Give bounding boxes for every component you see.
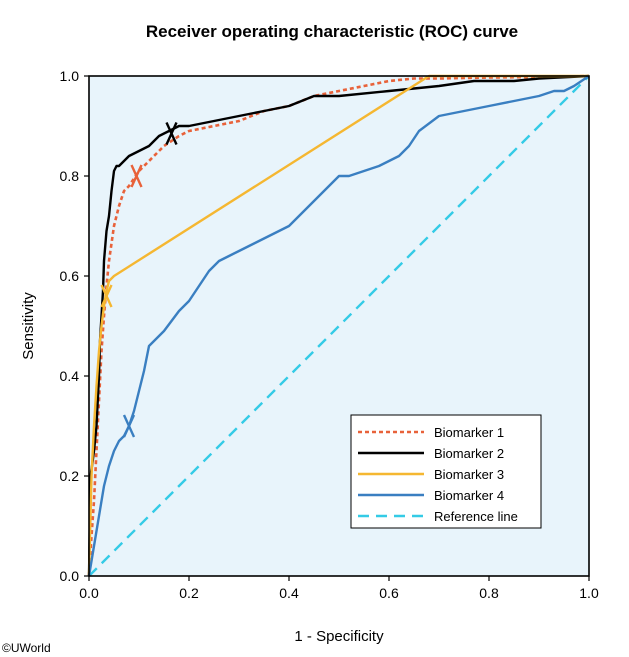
copyright-text: ©UWorld xyxy=(2,641,51,655)
legend-label-biomarker-1: Biomarker 1 xyxy=(434,425,504,440)
x-axis-label: 1 - Specificity xyxy=(294,628,384,645)
x-tick-label: 0.4 xyxy=(279,585,299,601)
tick-layer: 0.0 0.2 0.4 0.6 0.8 1.0 0.0 0.2 0.4 0.6 0.8 1.0 xyxy=(60,68,599,601)
plot-frame xyxy=(88,75,590,577)
legend-label-biomarker-4: Biomarker 4 xyxy=(434,488,504,503)
y-tick-label: 0.2 xyxy=(60,468,80,484)
x-tick-label: 0.8 xyxy=(479,585,499,601)
x-tick-label: 0.6 xyxy=(379,585,399,601)
reference-line-line xyxy=(88,75,590,577)
y-axis-label: Sensitivity xyxy=(20,292,37,360)
legend-label-biomarker-2: Biomarker 2 xyxy=(434,446,504,461)
x-tick-label: 1.0 xyxy=(579,585,599,601)
y-tick-label: 0.4 xyxy=(60,368,80,384)
legend: Biomarker 1 Biomarker 2 Biomarker 3 Biomark… xyxy=(350,414,542,529)
legend-entries: Biomarker 1 Biomarker 2 Biomarker 3 Biomark… xyxy=(358,425,518,524)
legend-label-biomarker-3: Biomarker 3 xyxy=(434,467,504,482)
y-tick-label: 0.0 xyxy=(60,568,80,584)
x-tick-label: 0.0 xyxy=(79,585,99,601)
x-tick-label: 0.2 xyxy=(179,585,199,601)
legend-box xyxy=(350,414,542,529)
legend-label-reference-line: Reference line xyxy=(434,509,518,524)
biomarker-4-marker xyxy=(122,414,136,438)
y-tick-label: 0.6 xyxy=(60,268,80,284)
biomarker-1-marker xyxy=(130,164,143,188)
biomarker-2-marker xyxy=(165,122,178,145)
biomarker-3-marker xyxy=(100,284,113,308)
y-tick-label: 1.0 xyxy=(60,68,80,84)
y-tick-label: 0.8 xyxy=(60,168,80,184)
marker-layer xyxy=(100,122,178,438)
biomarker-1-line xyxy=(87,74,590,577)
chart-title: Receiver operating characteristic (ROC) … xyxy=(146,22,518,41)
